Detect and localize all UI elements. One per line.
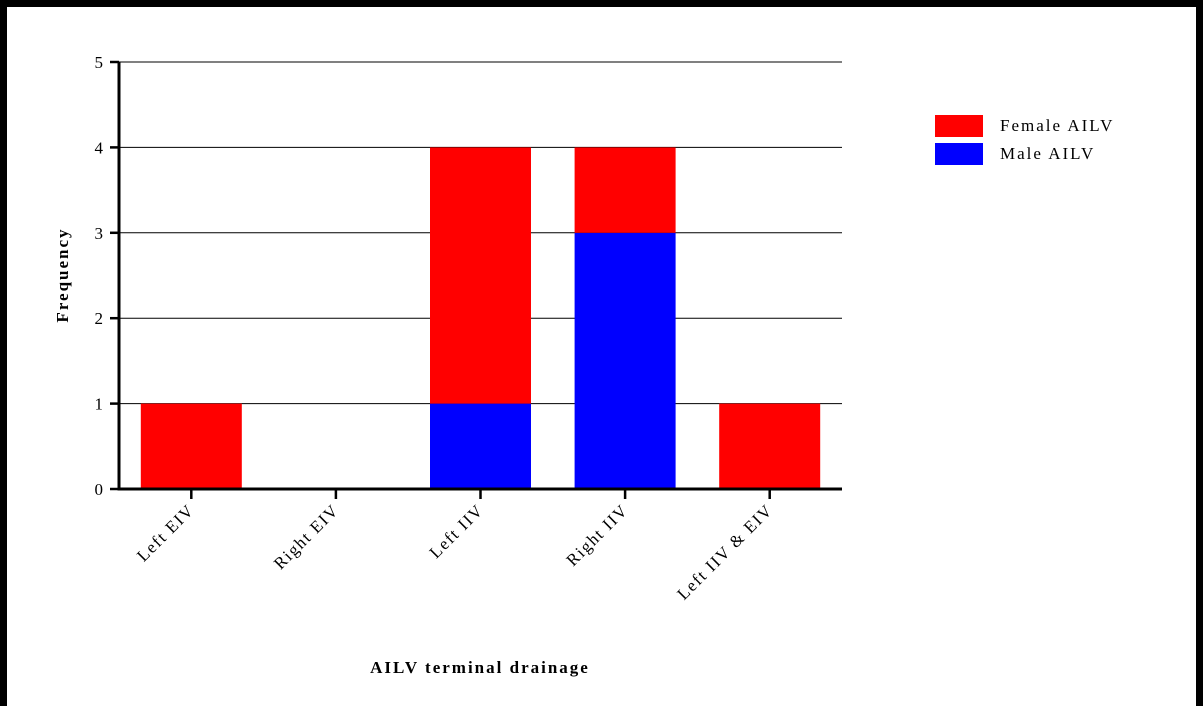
y-tick-label: 3 xyxy=(95,224,104,243)
x-tick-label: Left IIV & EIV xyxy=(673,500,776,603)
legend-label-female-ailv: Female AILV xyxy=(1000,116,1114,135)
y-tick-label: 1 xyxy=(95,395,104,414)
x-tick-label: Left IIV xyxy=(426,500,488,562)
bar-female-ailv-left-iiv xyxy=(430,147,531,404)
x-axis-title: AILV terminal drainage xyxy=(370,658,590,677)
legend-swatch-female-ailv xyxy=(935,115,983,137)
y-tick-label: 2 xyxy=(95,309,104,328)
bar-male-ailv-left-iiv xyxy=(430,403,531,489)
y-tick-label: 4 xyxy=(95,138,104,157)
legend-label-male-ailv: Male AILV xyxy=(1000,144,1095,163)
x-tick-label: Right EIV xyxy=(270,500,343,573)
x-ticks: Left EIV Right EIV Left IIV Right IIV Left I… xyxy=(133,489,777,604)
bar-female-ailv-right-iiv xyxy=(574,147,676,233)
bars xyxy=(140,147,821,490)
y-tick-label: 0 xyxy=(95,480,104,499)
bar-female-ailv-left-iiv-and-eiv xyxy=(719,403,821,489)
y-tick-label: 5 xyxy=(95,53,104,72)
legend-swatch-male-ailv xyxy=(935,143,983,165)
y-ticks: 0 1 2 3 4 5 xyxy=(95,53,119,499)
bar-male-ailv-right-iiv xyxy=(574,232,676,490)
y-axis-title: Frequency xyxy=(53,227,72,322)
legend: Female AILV Male AILV xyxy=(935,115,1114,165)
x-tick-label: Left EIV xyxy=(133,500,198,565)
x-tick-label: Right IIV xyxy=(563,500,632,569)
bar-female-ailv-left-eiv xyxy=(140,403,242,489)
